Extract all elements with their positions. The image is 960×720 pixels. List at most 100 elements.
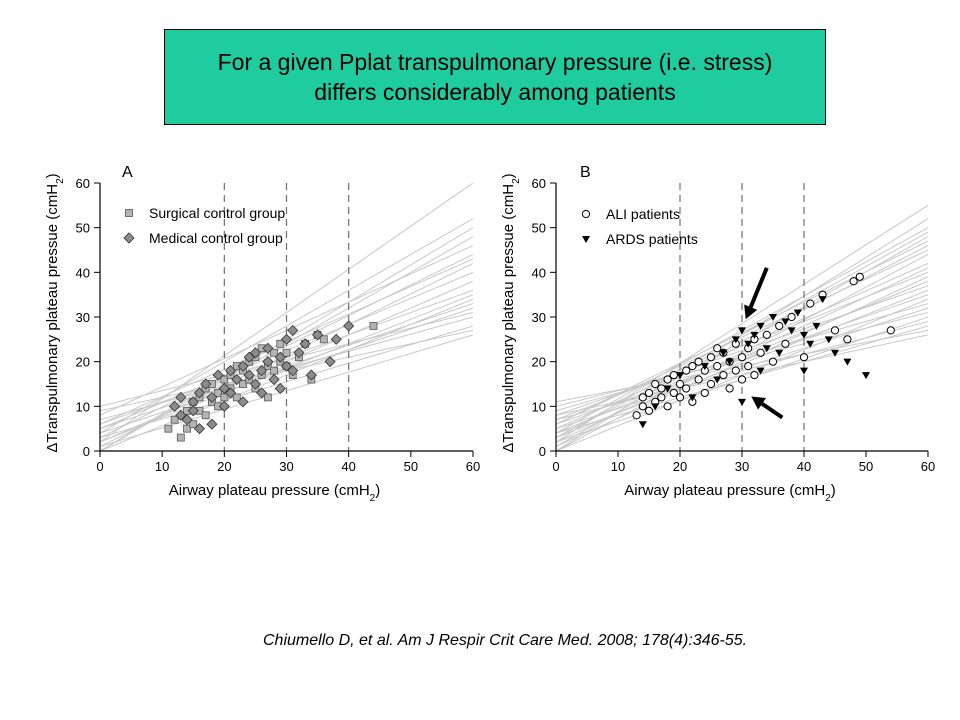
chart-panel-b: 0 10 20 30 40 50 60 0 10 20 30 40 50 60 Airway plateau… [500,164,935,504]
data-point [638,421,647,429]
y-tick-label: 40 [76,265,90,280]
fit-line [556,271,928,421]
y-tick-label: 40 [532,265,546,280]
y-tick-label: 60 [76,176,90,191]
data-point [237,360,249,372]
y-tick-label: 10 [76,399,90,414]
citation: Chiumello D, et al. Am J Respir Crit Car… [263,632,748,649]
data-point [682,384,691,393]
data-point [713,344,722,353]
y-tick-label: 50 [532,221,546,236]
data-point [287,324,299,336]
data-point [738,398,746,406]
data-point [263,393,272,402]
panel-letter: A [122,164,133,181]
data-point [193,423,206,435]
slide-title-line-1: For a given Pplat transpulmonary pressur… [217,49,773,75]
data-point [330,333,342,345]
data-point [725,384,734,393]
y-tick-label: 20 [532,355,546,370]
data-point [843,358,852,366]
data-point [657,393,666,402]
data-point [268,373,280,386]
data-point [700,363,709,371]
data-point [644,406,654,415]
data-point [831,349,839,357]
data-point [731,366,740,375]
data-point [175,409,187,421]
data-point [787,327,796,335]
y-tick-label: 0 [83,444,90,459]
data-point [220,393,229,402]
y-tick-label: 60 [532,176,546,191]
data-point [663,375,672,384]
data-point [849,277,858,286]
data-point [855,272,864,281]
legend-marker [125,209,133,217]
y-axis-label: ΔTranspulmonary plateau pressue (cmH2) [44,173,66,452]
data-point [719,349,728,357]
data-point [262,342,274,354]
x-tick-label: 30 [735,459,749,474]
data-point [818,296,827,304]
x-axis-label: Airway plateau pressure (cmH2) [169,482,380,504]
legend-marker [582,236,590,243]
data-point [737,375,747,384]
data-point [270,348,278,357]
data-point [189,420,198,429]
data-point [706,353,716,362]
data-point [237,396,249,408]
y-tick-label: 20 [76,355,90,370]
data-point [812,322,821,330]
legend-label: ARDS patients [606,231,698,247]
y-tick-label: 30 [532,310,546,325]
legend-label: Surgical control group [149,205,285,221]
data-point [675,379,685,389]
data-point [775,349,784,357]
x-tick-label: 20 [217,459,231,474]
data-point [287,365,299,377]
data-point [231,373,243,386]
data-point [713,362,722,371]
arrow-down-annotation [744,267,769,320]
x-tick-label: 30 [279,459,293,474]
data-point [769,314,777,321]
data-point [663,402,672,411]
data-point [224,387,237,399]
data-point [638,393,647,402]
fit-line [100,312,473,407]
data-point [669,370,678,380]
data-point [706,379,716,389]
data-point [768,357,778,366]
x-axis-label: Airway plateau pressure (cmH2) [624,482,835,504]
data-point [170,415,179,424]
data-point [305,369,317,381]
legend-marker [123,232,135,244]
data-point [274,351,286,363]
data-point [694,375,703,384]
data-point [201,411,210,420]
data-point [830,326,840,335]
data-point [843,335,852,344]
x-tick-label: 40 [797,459,811,474]
y-tick-label: 50 [76,221,90,236]
data-point [181,414,193,426]
data-point [750,331,759,339]
data-point [280,333,293,345]
data-point [750,370,759,380]
data-point [249,347,261,359]
data-point [239,380,247,388]
x-tick-label: 0 [552,459,559,474]
data-point [293,347,305,359]
data-point [744,362,753,371]
y-axis-label: ΔTranspulmonary plateau pressue (cmH2) [500,173,522,452]
data-point [651,403,660,411]
data-point [218,400,230,412]
data-point [781,318,790,326]
slide-title-box: For a given Pplat transpulmonary pressur… [164,29,826,125]
data-point [775,321,784,331]
data-point [644,388,654,398]
data-point [249,378,261,390]
data-point [756,367,765,375]
